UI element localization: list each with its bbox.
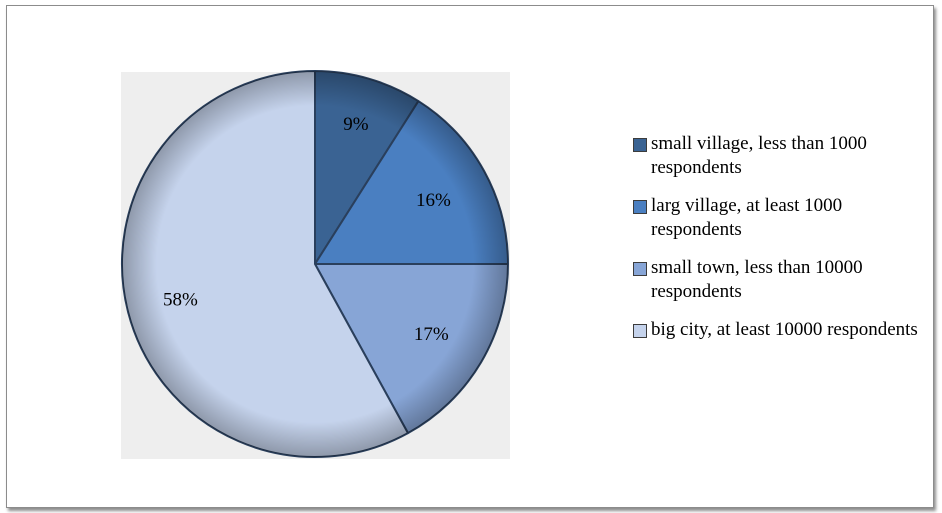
data-label-small-village: 9% (343, 114, 369, 135)
legend-label-big-city: big city, at least 10000 respondents (651, 319, 918, 340)
legend-item-larg-village: larg village, at least 1000 respondents (633, 194, 931, 242)
legend-label-small-village: small village, less than 1000 respondent… (651, 133, 867, 178)
data-label-small-town: 17% (414, 324, 449, 345)
data-label-larg-village: 16% (416, 190, 451, 211)
legend-label-small-town: small town, less than 10000 respondents (651, 257, 863, 302)
legend: small village, less than 1000 respondent… (633, 132, 933, 356)
legend-item-big-city: big city, at least 10000 respondents (633, 318, 931, 342)
pie-rim (122, 71, 508, 457)
legend-swatch-small-village (633, 138, 647, 152)
legend-item-small-village: small village, less than 1000 respondent… (633, 132, 931, 180)
legend-label-larg-village: larg village, at least 1000 respondents (651, 195, 843, 240)
legend-swatch-small-town (633, 262, 647, 276)
legend-item-small-town: small town, less than 10000 respondents (633, 256, 931, 304)
legend-swatch-big-city (633, 324, 647, 338)
legend-swatch-larg-village (633, 200, 647, 214)
data-label-big-city: 58% (163, 290, 198, 311)
